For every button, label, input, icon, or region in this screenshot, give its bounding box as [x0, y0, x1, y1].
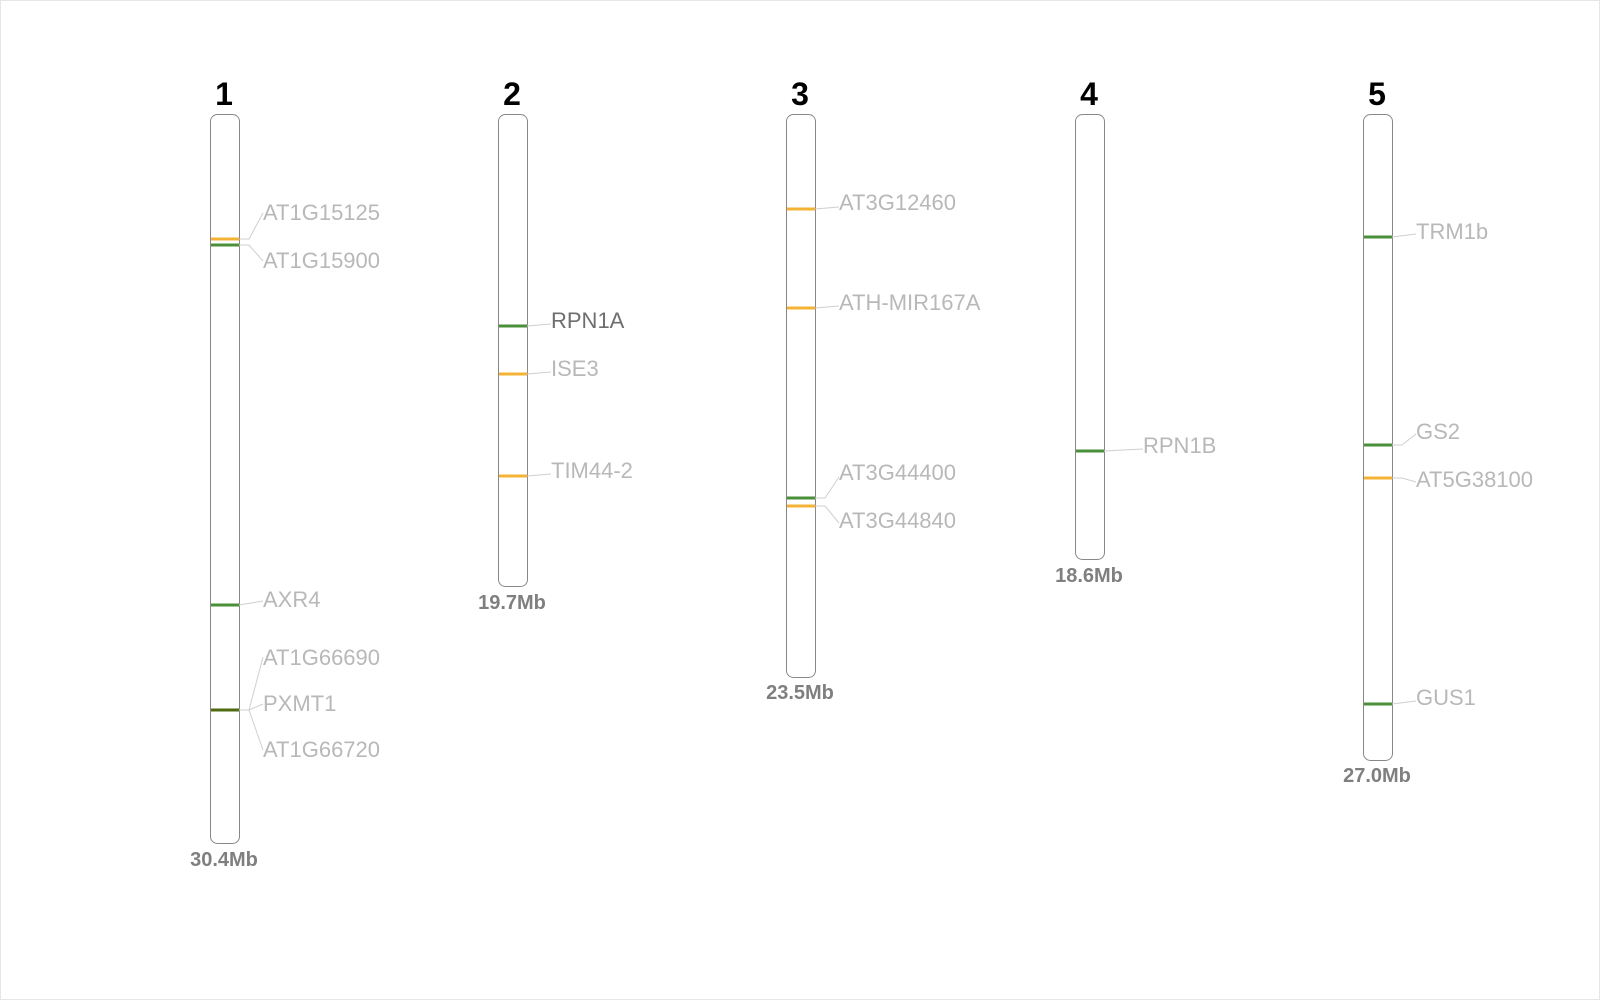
chromosome-number: 4 [1080, 76, 1098, 112]
label-connector [239, 212, 264, 240]
gene-label[interactable]: GUS1 [1416, 685, 1476, 710]
chromosome-body[interactable] [1363, 114, 1393, 761]
gene-label[interactable]: ATH-MIR167A [839, 290, 981, 315]
label-connector [239, 244, 264, 262]
gene-label[interactable]: TIM44-2 [551, 458, 633, 483]
gene-label[interactable]: AT5G38100 [1416, 467, 1533, 492]
gene-marker[interactable]: AT5G38100 [1364, 467, 1533, 492]
label-connector [815, 476, 840, 499]
gene-label[interactable]: AT3G12460 [839, 190, 956, 215]
chromosome-length: 19.7Mb [478, 592, 546, 614]
label-connector [526, 473, 552, 477]
gene-label[interactable]: GS2 [1416, 419, 1460, 444]
gene-marker[interactable]: TIM44-2 [499, 458, 633, 483]
gene-label[interactable]: ISE3 [551, 356, 599, 381]
label-connector [1391, 233, 1417, 238]
chromosome-body[interactable] [786, 114, 816, 678]
gene-marker[interactable]: AT1G15900 [211, 243, 380, 273]
label-connector [239, 656, 264, 711]
chromosome-number: 3 [791, 76, 809, 112]
chromosome-5[interactable]: 5 27.0Mb TRM1b GS2 AT5G38100 GUS1 [1343, 76, 1533, 787]
label-connector [814, 206, 840, 210]
label-connector [1391, 700, 1417, 705]
gene-marker[interactable]: AT3G12460 [787, 190, 956, 215]
label-connector [248, 703, 264, 711]
chromosome-length: 18.6Mb [1055, 565, 1123, 587]
label-connector [1392, 477, 1417, 483]
gene-label[interactable]: AT3G44840 [839, 508, 956, 533]
chromosome-number: 2 [503, 76, 521, 112]
label-connector [238, 600, 264, 606]
gene-marker[interactable]: ISE3 [499, 356, 599, 381]
label-connector [248, 709, 264, 751]
gene-label[interactable]: AT1G66720 [263, 737, 380, 762]
gene-label[interactable]: AT1G15125 [263, 200, 380, 225]
chromosome-2[interactable]: 2 19.7Mb RPN1A ISE3 TIM44-2 [478, 76, 633, 614]
gene-label[interactable]: RPN1B [1143, 433, 1216, 458]
chromosome-body[interactable] [1075, 114, 1105, 560]
gene-label[interactable]: AXR4 [263, 587, 320, 612]
label-connector [526, 371, 552, 375]
gene-marker[interactable]: AT1G15125 [211, 200, 380, 241]
label-connector [814, 305, 840, 309]
chromosome-length: 30.4Mb [190, 849, 258, 871]
gene-marker[interactable]: RPN1B [1076, 433, 1216, 458]
chromosome-length: 23.5Mb [766, 682, 834, 704]
gene-label[interactable]: AT3G44400 [839, 460, 956, 485]
chromosome-3[interactable]: 3 23.5Mb AT3G12460 ATH-MIR167A AT3G44400 [766, 76, 981, 704]
chromosome-length: 27.0Mb [1343, 765, 1411, 787]
chromosome-number: 5 [1368, 76, 1386, 112]
chromosome-body[interactable] [498, 114, 528, 587]
gene-label[interactable]: TRM1b [1416, 219, 1488, 244]
chromosome-body[interactable] [210, 114, 240, 844]
gene-marker[interactable]: AT3G44400 [787, 460, 956, 500]
gene-label[interactable]: PXMT1 [263, 691, 336, 716]
label-connector [526, 323, 552, 327]
gene-marker[interactable]: AXR4 [211, 587, 320, 612]
chromosome-number: 1 [215, 76, 233, 112]
gene-label[interactable]: AT1G66690 [263, 645, 380, 670]
gene-marker[interactable]: GS2 [1364, 419, 1460, 447]
label-connector [1103, 448, 1144, 452]
chromosome-4[interactable]: 4 18.6Mb RPN1B [1055, 76, 1216, 587]
gene-marker[interactable]: AT1G66690 PXMT1 AT1G66720 [211, 645, 380, 762]
gene-marker[interactable]: RPN1A [499, 308, 625, 333]
label-connector [1392, 433, 1417, 446]
gene-label[interactable]: AT1G15900 [263, 248, 380, 273]
chromosome-1[interactable]: 1 30.4Mb AT1G15125 AT1G15900 AXR4 [190, 76, 380, 871]
gene-marker[interactable]: AT3G44840 [787, 504, 956, 533]
gene-marker[interactable]: TRM1b [1364, 219, 1488, 244]
gene-label[interactable]: RPN1A [551, 308, 625, 333]
gene-marker[interactable]: ATH-MIR167A [787, 290, 981, 315]
gene-marker[interactable]: GUS1 [1364, 685, 1476, 710]
label-connector [815, 505, 840, 524]
